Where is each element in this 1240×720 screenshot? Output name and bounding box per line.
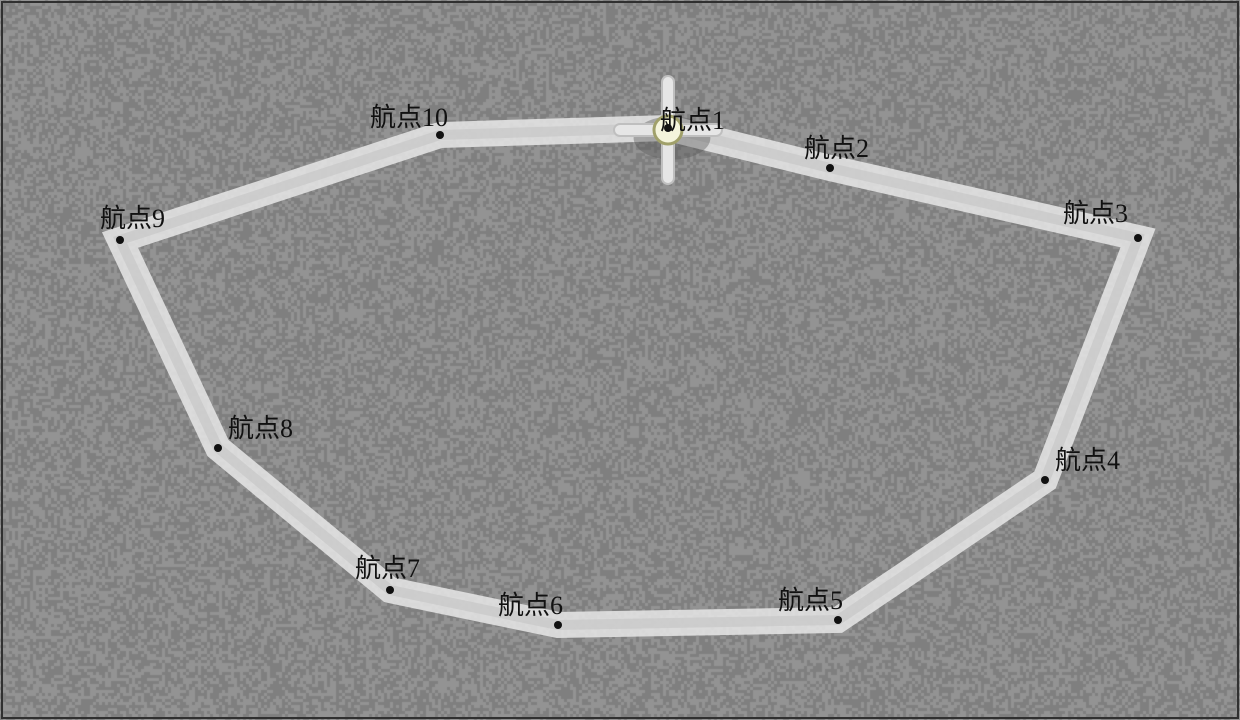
- waypoint-dot: [834, 616, 842, 624]
- waypoint-dot: [554, 621, 562, 629]
- waypoint-dot: [826, 164, 834, 172]
- waypoint-label: 航点3: [1063, 193, 1128, 230]
- waypoint-dot: [386, 586, 394, 594]
- waypoint-label: 航点8: [228, 408, 293, 445]
- waypoint-label: 航点7: [355, 548, 420, 585]
- waypoint-label: 航点6: [498, 585, 563, 622]
- waypoint-label: 航点5: [778, 580, 843, 617]
- diagram-stage: 航点1 航点2 航点3 航点4 航点5 航点6 航点7 航点8 航点9 航点10: [0, 0, 1240, 720]
- waypoint-label: 航点10: [370, 97, 448, 134]
- waypoint-dot: [214, 444, 222, 452]
- waypoint-label: 航点9: [100, 198, 165, 235]
- waypoint-label: 航点2: [804, 128, 869, 165]
- diagram-svg: [0, 0, 1240, 720]
- waypoint-label: 航点1: [660, 100, 725, 137]
- waypoint-dot: [1041, 476, 1049, 484]
- waypoint-dot: [1134, 234, 1142, 242]
- waypoint-label: 航点4: [1055, 440, 1120, 477]
- waypoint-dot: [116, 236, 124, 244]
